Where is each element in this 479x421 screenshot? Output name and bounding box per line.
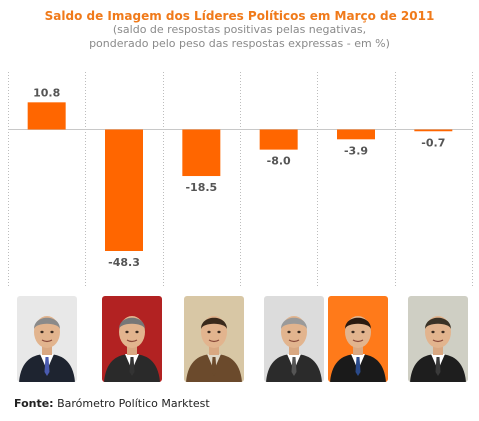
data-label: -3.9: [344, 144, 368, 157]
bar: [27, 102, 66, 130]
portrait-icon: [408, 296, 468, 382]
subtitle-line-2: ponderado pelo peso das respostas expres…: [89, 37, 390, 50]
data-label: 10.8: [33, 86, 60, 99]
chart-data-labels: 10.8 -48.3 -18.5 -8.0 -3.9 -0.7: [33, 86, 445, 269]
leader-photo: [328, 296, 388, 382]
portrait-icon: [17, 296, 77, 382]
portrait-icon: [328, 296, 388, 382]
bar: [182, 129, 221, 177]
chart-bars: [27, 102, 453, 251]
bar: [337, 129, 375, 140]
leader-photo: [102, 296, 162, 382]
bar: [414, 129, 453, 132]
data-label: -8.0: [267, 155, 291, 168]
data-label: -18.5: [185, 181, 217, 194]
leader-photo: [17, 296, 77, 382]
portrait-icon: [102, 296, 162, 382]
portrait-icon: [184, 296, 244, 382]
chart-title: Saldo de Imagem dos Líderes Políticos em…: [44, 9, 435, 23]
chart-grid: [8, 72, 473, 288]
chart-subtitle: (saldo de respostas positivas pelas nega…: [0, 23, 479, 51]
bar-chart: 10.8 -48.3 -18.5 -8.0 -3.9 -0.7: [8, 72, 473, 288]
bar: [259, 129, 298, 150]
bar: [105, 129, 143, 251]
leader-photo: [408, 296, 468, 382]
data-label: -0.7: [421, 136, 445, 149]
source-text: Barómetro Político Marktest: [57, 397, 210, 410]
subtitle-line-1: (saldo de respostas positivas pelas nega…: [112, 23, 367, 36]
source-note: Fonte: Barómetro Político Marktest: [14, 397, 210, 410]
leader-photo: [264, 296, 324, 382]
data-label: -48.3: [108, 256, 140, 269]
leader-photos: [14, 296, 474, 384]
portrait-icon: [264, 296, 324, 382]
source-label: Fonte:: [14, 397, 54, 410]
leader-photo: [184, 296, 244, 382]
